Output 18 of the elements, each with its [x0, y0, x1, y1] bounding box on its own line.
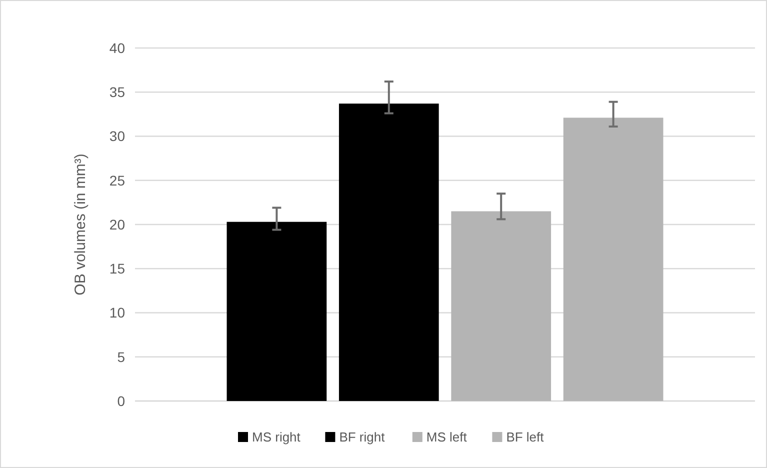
- y-tick-label: 25: [109, 172, 126, 188]
- legend-label: MS left: [426, 430, 468, 445]
- legend-label: BF left: [506, 430, 544, 445]
- legend-label: MS right: [252, 430, 301, 445]
- y-tick-label: 0: [117, 392, 126, 409]
- y-tick-label: 10: [109, 304, 126, 321]
- y-tick-label: 5: [117, 348, 126, 365]
- legend-label: BF right: [339, 430, 386, 445]
- y-tick-label: 35: [109, 84, 126, 100]
- y-tick-label: 20: [109, 216, 126, 232]
- y-tick-label: 30: [109, 128, 126, 144]
- y-axis-title: OB volumes (in mm³): [72, 154, 89, 296]
- bar: [338, 104, 439, 401]
- bar: [563, 118, 664, 401]
- y-tick-label: 40: [109, 40, 126, 56]
- y-tick-label: 15: [109, 260, 126, 277]
- bar: [226, 222, 327, 401]
- bar: [451, 211, 552, 401]
